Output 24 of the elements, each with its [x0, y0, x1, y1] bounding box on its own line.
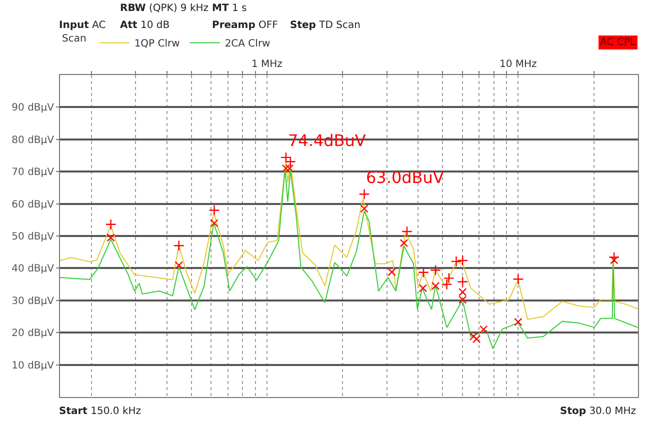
- y-tick-label: 20 dBµV: [12, 328, 54, 340]
- x-tick-label: 1 MHz: [251, 59, 282, 70]
- text: Preamp OFF: [212, 20, 278, 31]
- legend-label: 1QP Clrw: [134, 38, 180, 50]
- y-tick-label: 50 dBµV: [12, 232, 54, 242]
- annotation: 63.0dBuV: [366, 168, 444, 187]
- y-tick-label: 30 dBµV: [12, 296, 54, 307]
- y-tick-label: 60 dBµV: [12, 199, 54, 210]
- x-tick-label: 10 MHz: [499, 59, 537, 70]
- y-tick-label: 10 dBµV: [12, 360, 54, 372]
- y-tick-label: 90 dBµV: [12, 102, 54, 114]
- y-tick-label: 40 dBµV: [12, 264, 54, 275]
- text: RBW (QPK) 9 kHz: [120, 3, 209, 14]
- text: Input AC: [59, 20, 106, 31]
- text: Step TD Scan: [290, 20, 360, 31]
- text: MT 1 s: [212, 3, 247, 14]
- text: Stop 30.0 MHz: [560, 406, 636, 417]
- legend-label: 2CA Clrw: [224, 38, 270, 50]
- y-tick-label: 80 dBµV: [12, 134, 54, 146]
- text: Start 150.0 kHz: [59, 406, 141, 417]
- legend-title: Scan: [62, 33, 86, 44]
- text: Att 10 dB: [120, 20, 170, 31]
- y-tick-label: 70 dBµV: [12, 167, 54, 178]
- text: AC CPL: [600, 37, 636, 48]
